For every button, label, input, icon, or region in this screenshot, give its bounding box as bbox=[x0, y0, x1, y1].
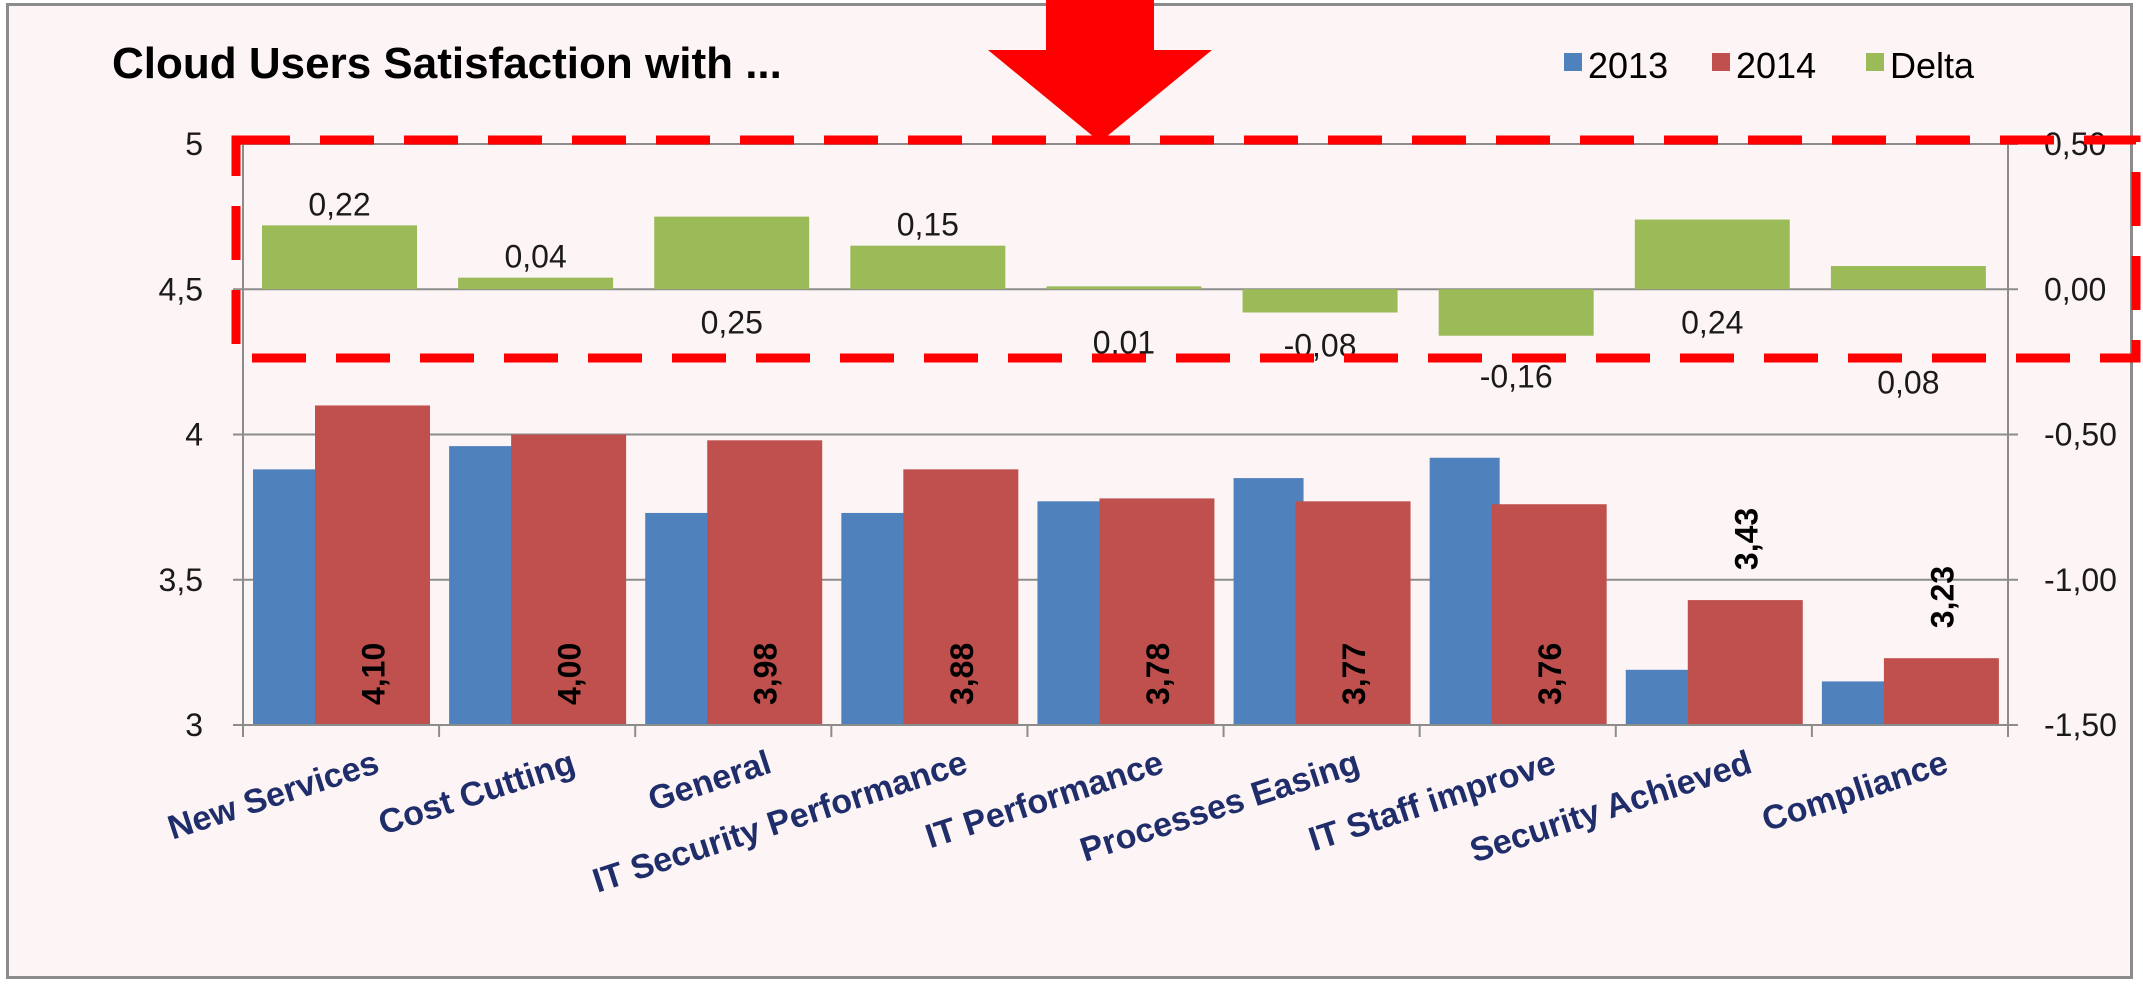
category-label: New Services bbox=[163, 743, 383, 847]
bar-label-2014: 3,98 bbox=[748, 643, 784, 705]
bar-delta bbox=[262, 225, 417, 290]
category-label: Compliance bbox=[1757, 743, 1952, 839]
legend-label-delta: Delta bbox=[1890, 45, 1975, 86]
bar-label-2014: 3,23 bbox=[1924, 566, 1960, 628]
category-label: IT Security Performance bbox=[588, 743, 972, 900]
right-tick-label: 0,00 bbox=[2044, 271, 2106, 307]
bar-label-2014: 4,00 bbox=[552, 643, 588, 705]
bar-label-2014: 3,43 bbox=[1728, 508, 1764, 570]
bar-2014 bbox=[1491, 504, 1607, 725]
bar-delta bbox=[654, 216, 810, 290]
annotation-arrow bbox=[988, 0, 1212, 142]
delta-label: 0,04 bbox=[504, 239, 566, 275]
delta-label: -0,16 bbox=[1480, 359, 1553, 395]
bar-2014 bbox=[511, 434, 627, 725]
delta-label: 0,24 bbox=[1681, 304, 1743, 340]
bar-2013 bbox=[449, 446, 520, 725]
bar-2013 bbox=[1037, 501, 1108, 725]
bar-label-2014: 4,10 bbox=[356, 643, 392, 705]
bars bbox=[253, 216, 1999, 725]
delta-label: 0,15 bbox=[897, 207, 959, 243]
bar-delta bbox=[1046, 286, 1202, 290]
left-tick-label: 3 bbox=[185, 707, 203, 743]
chart-title: Cloud Users Satisfaction with ... bbox=[112, 39, 782, 88]
bar-2014 bbox=[707, 440, 823, 725]
delta-label: 0,22 bbox=[308, 186, 370, 222]
bar-delta bbox=[1634, 219, 1790, 290]
bar-delta bbox=[1830, 266, 1986, 290]
bar-2014 bbox=[1099, 498, 1215, 725]
bar-2014 bbox=[1687, 600, 1803, 725]
bar-label-2014: 3,76 bbox=[1532, 643, 1568, 705]
bar-2013 bbox=[645, 512, 716, 725]
bar-2013 bbox=[253, 469, 323, 725]
delta-label: 0,08 bbox=[1877, 364, 1939, 400]
bar-delta bbox=[850, 245, 1006, 290]
legend-swatch-delta bbox=[1866, 53, 1884, 71]
bar-label-2014: 3,78 bbox=[1140, 643, 1176, 705]
bar-2014 bbox=[1295, 501, 1411, 725]
legend: 2013 2014 Delta bbox=[1564, 45, 1975, 86]
bar-delta bbox=[458, 277, 614, 290]
axes: 33,544,55-1,50-1,00-0,500,000,50 bbox=[159, 126, 2117, 743]
delta-label: 0,25 bbox=[701, 304, 763, 340]
bar-2013 bbox=[1625, 669, 1696, 725]
highlight-box bbox=[231, 135, 2141, 363]
bar-label-2014: 3,88 bbox=[944, 643, 980, 705]
bar-2013 bbox=[1233, 478, 1304, 725]
bar-2014 bbox=[1883, 658, 1999, 725]
bar-2013 bbox=[1429, 457, 1500, 725]
legend-swatch-2013 bbox=[1564, 53, 1582, 71]
left-tick-label: 3,5 bbox=[159, 562, 203, 598]
bar-2014 bbox=[315, 405, 430, 725]
bar-2013 bbox=[1821, 681, 1892, 725]
bar-delta bbox=[1438, 289, 1594, 336]
down-arrow-icon bbox=[988, 0, 1212, 142]
legend-label-2013: 2013 bbox=[1588, 45, 1668, 86]
legend-label-2014: 2014 bbox=[1736, 45, 1816, 86]
left-tick-label: 4 bbox=[185, 417, 203, 453]
legend-swatch-2014 bbox=[1712, 53, 1730, 71]
right-tick-label: -1,50 bbox=[2044, 707, 2117, 743]
bar-delta bbox=[1242, 289, 1398, 313]
category-label: Cost Cutting bbox=[374, 743, 580, 842]
right-tick-label: -1,00 bbox=[2044, 562, 2117, 598]
right-tick-label: -0,50 bbox=[2044, 417, 2117, 453]
bar-2013 bbox=[841, 512, 912, 725]
left-tick-label: 5 bbox=[185, 126, 203, 162]
bar-2014 bbox=[903, 469, 1019, 725]
bar-label-2014: 3,77 bbox=[1336, 643, 1372, 705]
category-label: General bbox=[644, 743, 776, 818]
left-tick-label: 4,5 bbox=[159, 271, 203, 307]
